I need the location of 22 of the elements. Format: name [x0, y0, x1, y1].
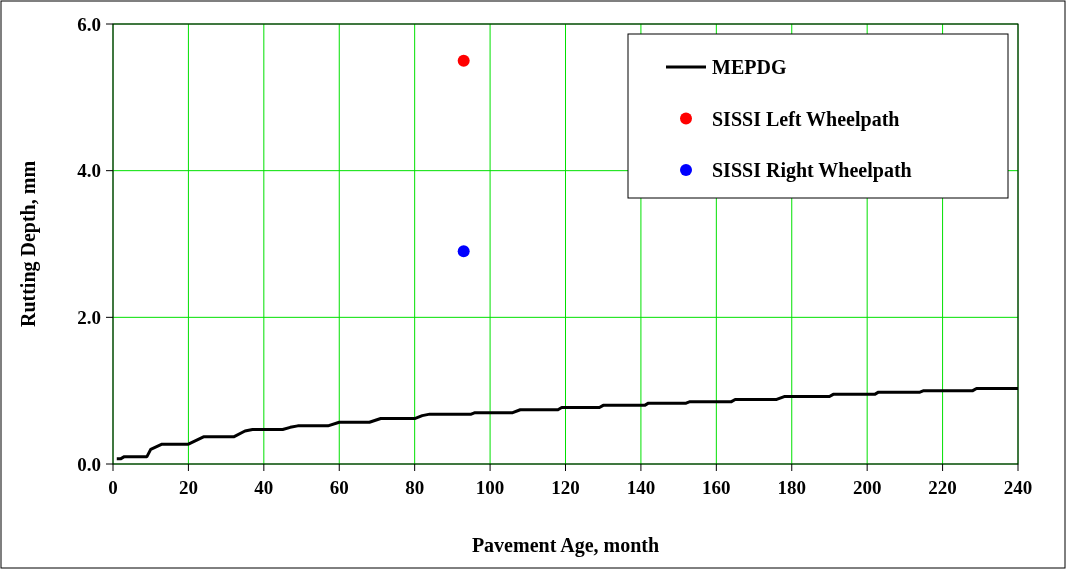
x-axis-title: Pavement Age, month: [471, 534, 660, 557]
x-tick-label: 220: [928, 477, 957, 498]
x-tick-label: 0: [108, 477, 118, 498]
x-tick-label: 200: [852, 477, 882, 498]
legend-label: MEPDG: [712, 56, 787, 78]
legend-label: SISSI Right Wheelpath: [712, 159, 912, 182]
x-tick-label: 40: [254, 477, 274, 498]
x-tick-label: 240: [1003, 477, 1033, 498]
x-tick-label: 160: [702, 477, 731, 498]
y-tick-label: 4.0: [77, 160, 101, 182]
x-tick-label: 180: [777, 477, 806, 498]
y-tick-label: 6.0: [77, 13, 101, 35]
y-tick-label: 0.0: [77, 453, 101, 475]
legend-label: SISSI Left Wheelpath: [712, 107, 900, 131]
x-tick-label: 140: [626, 477, 656, 498]
x-tick-label: 80: [405, 477, 425, 498]
y-axis-title: Rutting Depth, mm: [17, 160, 40, 328]
x-tick-label: 120: [551, 477, 580, 498]
x-tick-label: 20: [178, 477, 198, 498]
y-tick-label: 2.0: [77, 306, 101, 328]
x-tick-label: 100: [475, 477, 505, 498]
x-tick-label: 60: [329, 477, 349, 498]
